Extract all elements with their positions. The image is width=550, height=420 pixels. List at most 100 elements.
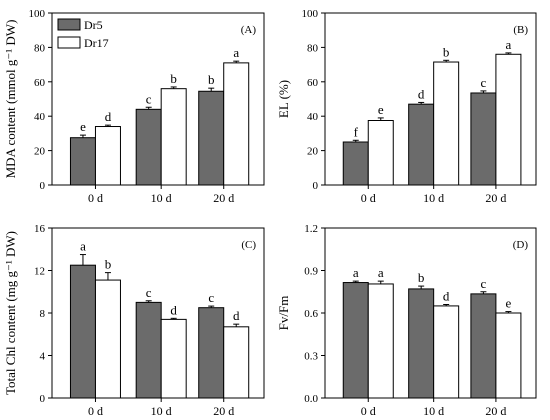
significance-letter: e (80, 119, 86, 134)
y-tick-label: 0.9 (304, 266, 318, 278)
panel-label: (D) (513, 239, 529, 251)
y-tick-label: 40 (307, 111, 319, 123)
plot-frame (51, 227, 265, 399)
x-tick-label: 20 d (485, 404, 506, 418)
significance-letter: c (146, 91, 152, 106)
chart-panel-4: a a 0 d b d 10 d c e 20 d 0.0 0.3 0.6 0.9 1.2 (D) Fv/Fm (276, 223, 537, 418)
bar-dr17-0d (94, 279, 121, 399)
significance-letter: d (170, 302, 177, 317)
bar-dr17-10d (160, 88, 187, 186)
bar-dr17-10d (160, 318, 187, 399)
bar-dr17-20d (223, 62, 250, 186)
bar-dr5-0d (342, 282, 369, 399)
x-tick-label: 0 d (361, 404, 376, 418)
significance-letter: b (105, 257, 112, 272)
y-tick-label: 12 (34, 266, 45, 278)
significance-letter: a (378, 265, 384, 280)
significance-letter: c (481, 276, 487, 291)
significance-letter: c (481, 75, 487, 90)
significance-letter: b (208, 72, 215, 87)
y-tick-label: 16 (34, 223, 46, 235)
y-tick-label: 0 (313, 180, 319, 192)
bar-dr17-0d (94, 126, 121, 186)
y-tick-label: 0 (40, 180, 46, 192)
y-tick-label: 100 (29, 8, 46, 20)
x-tick-label: 20 d (213, 404, 234, 418)
x-tick-label: 0 d (88, 191, 103, 205)
significance-letter: c (146, 285, 152, 300)
bar-dr5-0d (342, 141, 369, 186)
y-tick-label: 1.2 (304, 223, 318, 235)
significance-letter: d (233, 308, 240, 323)
y-tick-label: 0 (40, 393, 46, 405)
bar-dr5-10d (408, 288, 435, 399)
y-axis-label: Total Chl content (mg g⁻¹ DW) (3, 231, 18, 395)
y-tick-label: 100 (302, 8, 319, 20)
bar-dr5-10d (408, 103, 435, 186)
bar-dr5-20d (470, 293, 497, 399)
x-tick-label: 0 d (361, 191, 376, 205)
bar-dr17-20d (495, 53, 522, 186)
bar-dr17-20d (223, 326, 250, 399)
y-tick-label: 80 (34, 42, 46, 54)
significance-letter: b (443, 44, 450, 59)
x-tick-label: 10 d (423, 404, 444, 418)
y-tick-label: 20 (34, 146, 46, 158)
y-tick-label: 40 (34, 111, 46, 123)
panel-label: (A) (241, 24, 257, 36)
bar-dr5-10d (135, 108, 162, 186)
y-tick-label: 80 (307, 42, 319, 54)
x-tick-label: 20 d (213, 191, 234, 205)
significance-letter: e (506, 296, 512, 311)
significance-letter: c (208, 290, 214, 305)
significance-letter: d (418, 86, 425, 101)
x-tick-label: 10 d (151, 191, 172, 205)
legend-swatch-dr5 (57, 18, 81, 31)
y-axis-label: MDA content (mmol g⁻¹ DW) (3, 20, 18, 179)
bar-dr5-20d (198, 90, 225, 186)
legend-swatch-dr17 (57, 36, 81, 49)
y-axis-label: EL (%) (276, 80, 291, 118)
y-tick-label: 0.0 (304, 393, 318, 405)
bar-dr5-10d (135, 301, 162, 399)
y-tick-label: 0.6 (304, 308, 318, 320)
x-tick-label: 0 d (88, 404, 103, 418)
bar-dr17-10d (433, 305, 460, 399)
chart-panel-1: e d 0 d c b 10 d b a 20 d 0 20 40 60 80 100 (A) MDA cont… (3, 8, 265, 205)
significance-letter: f (354, 124, 359, 139)
plot-frame (51, 12, 265, 186)
bar-dr17-0d (367, 283, 394, 399)
x-tick-label: 10 d (423, 191, 444, 205)
bar-dr17-0d (367, 120, 394, 186)
y-tick-label: 8 (40, 308, 46, 320)
significance-letter: a (353, 265, 359, 280)
plot-frame (324, 12, 537, 186)
legend-label-dr5: Dr5 (84, 18, 103, 32)
legend-label-dr17: Dr17 (84, 36, 109, 50)
panel-label: (C) (241, 239, 256, 251)
chart-panel-3: a b 0 d c d 10 d c d 20 d 0 4 8 12 16 (C) Total Chl con… (3, 223, 265, 418)
significance-letter: a (506, 37, 512, 52)
x-tick-label: 20 d (485, 191, 506, 205)
legend: Dr5 Dr17 (57, 18, 109, 50)
panel-label: (B) (513, 24, 528, 36)
significance-letter: a (233, 45, 239, 60)
bar-dr17-10d (433, 61, 460, 186)
y-axis-label: Fv/Fm (276, 296, 291, 331)
bar-dr5-20d (198, 307, 225, 399)
y-tick-label: 4 (40, 351, 46, 363)
significance-letter: e (378, 102, 384, 117)
bar-dr17-20d (495, 312, 522, 399)
significance-letter: a (80, 239, 86, 254)
plot-frame (324, 227, 537, 399)
bar-dr5-0d (69, 137, 96, 186)
chart-panel-2: f e 0 d d b 10 d c a 20 d 0 20 40 60 80 100 (B) EL (%) (276, 8, 537, 205)
y-tick-label: 20 (307, 146, 319, 158)
significance-letter: b (170, 71, 177, 86)
y-tick-label: 60 (34, 77, 46, 89)
significance-letter: d (105, 109, 112, 124)
y-tick-label: 60 (307, 77, 319, 89)
bar-dr5-0d (69, 264, 96, 399)
significance-letter: d (443, 289, 450, 304)
